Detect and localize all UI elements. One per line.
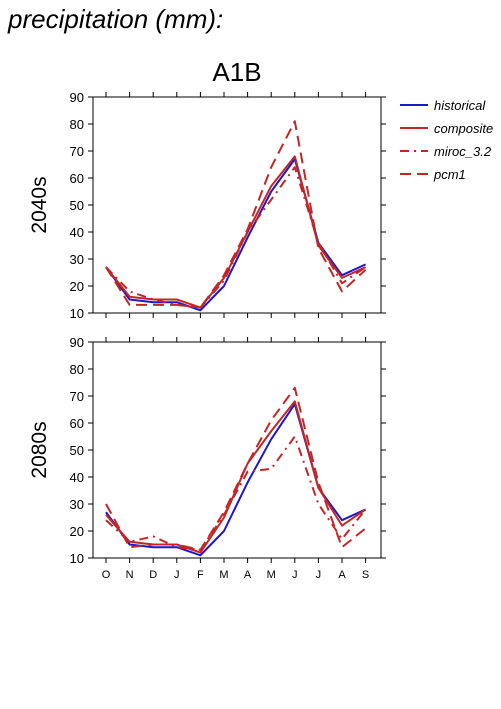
series-line-pcm1 [105,386,367,551]
legend-label-historical: historical [434,98,486,113]
x-tick-label-J: J [316,569,322,581]
y-tick-label: 10 [70,306,84,321]
legend-label-miroc_3.2: miroc_3.2 [434,144,492,159]
plot-frame [92,341,382,559]
y-tick-label: 90 [70,90,84,105]
series-line-composite [105,155,367,309]
y-tick-label: 60 [70,171,84,186]
series-line-historical [105,403,367,557]
chart-panels: 10 20 30 40 50 60 70 80 90 2040s 10 20 30 40 50 60 70 80 9… [28,90,386,581]
page-title: precipitation (mm): [8,4,224,34]
x-tick-label-J: J [174,569,180,581]
y-tick-label: 20 [70,279,84,294]
x-tick-label-O: O [102,569,111,581]
y-tick-label: 10 [70,551,84,566]
series-line-pcm1 [105,120,367,309]
chart-legend: historical composite miroc_3.2 pcm1 [400,98,493,182]
series-line-miroc_3.2 [105,435,367,551]
y-tick-label: 90 [70,335,84,350]
x-tick-label-A: A [338,569,346,581]
legend-label-composite: composite [434,121,493,136]
y-tick-label: 60 [70,416,84,431]
series-line-composite [105,400,367,554]
y-tick-label: 70 [70,389,84,404]
y-tick-label: 30 [70,252,84,267]
legend-label-pcm1: pcm1 [433,167,466,182]
series-line-miroc_3.2 [105,166,367,309]
series-line-historical [105,158,367,312]
y-tick-label: 30 [70,497,84,512]
y-tick-label: 20 [70,524,84,539]
x-tick-label-M: M [219,569,228,581]
x-tick-label-N: N [126,569,134,581]
x-tick-label-D: D [149,569,157,581]
x-tick-label-S: S [362,569,369,581]
x-tick-label-J: J [292,569,298,581]
x-tick-label-F: F [197,569,204,581]
chart-title: A1B [212,57,261,87]
plot-frame [92,96,382,314]
y-tick-label: 40 [70,225,84,240]
y-tick-label: 80 [70,362,84,377]
x-tick-label-A: A [244,569,252,581]
panel-2040s: 10 20 30 40 50 60 70 80 90 2040s [28,90,386,321]
panel-label: 2040s [28,176,51,233]
y-tick-label: 50 [70,198,84,213]
x-tick-label-M: M [267,569,276,581]
y-tick-label: 80 [70,117,84,132]
panel-2080s: 10 20 30 40 50 60 70 80 90 O N D J F M A M J J A S 2080s [28,335,386,581]
y-tick-label: 70 [70,144,84,159]
panel-label: 2080s [28,421,51,478]
y-tick-label: 50 [70,443,84,458]
y-tick-label: 40 [70,470,84,485]
